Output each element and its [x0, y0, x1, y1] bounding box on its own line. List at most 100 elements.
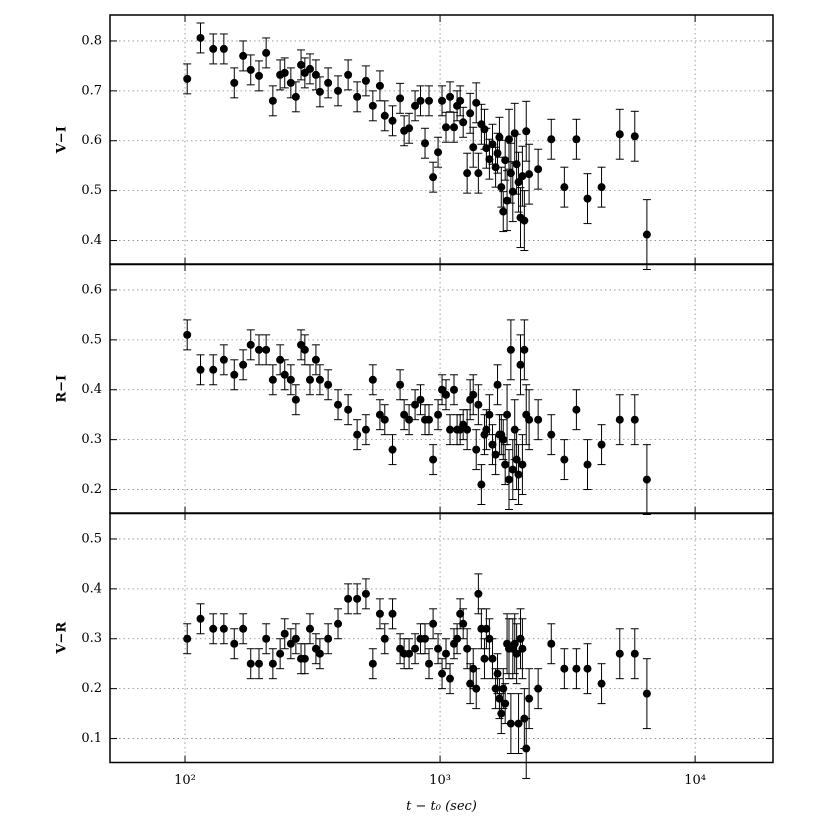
point — [254, 345, 263, 354]
point — [615, 130, 624, 139]
point — [474, 169, 483, 178]
point — [642, 475, 651, 484]
y-tick-label: 0.7 — [81, 83, 102, 98]
point — [512, 649, 521, 658]
point — [512, 160, 521, 169]
point — [472, 684, 481, 693]
point — [482, 144, 491, 153]
point — [474, 589, 483, 598]
point — [368, 659, 377, 668]
point — [518, 460, 527, 469]
point — [466, 109, 475, 118]
point — [522, 744, 531, 753]
point — [499, 207, 508, 216]
y-tick-label: 0.4 — [81, 382, 102, 397]
point — [518, 172, 527, 181]
point — [469, 143, 478, 152]
point — [411, 400, 420, 409]
point — [411, 644, 420, 653]
point — [560, 664, 569, 673]
point — [597, 183, 606, 192]
point — [291, 634, 300, 643]
point — [547, 430, 556, 439]
point — [254, 659, 263, 668]
point — [353, 92, 362, 101]
point — [642, 230, 651, 239]
point — [434, 644, 443, 653]
point — [480, 654, 489, 663]
point — [630, 415, 639, 424]
point — [472, 445, 481, 454]
point — [286, 639, 295, 648]
point — [514, 470, 523, 479]
point — [286, 375, 295, 384]
point — [280, 370, 289, 379]
point — [375, 609, 384, 618]
point — [442, 649, 451, 658]
y-tick-label: 0.5 — [81, 183, 102, 198]
point — [405, 649, 414, 658]
point — [388, 445, 397, 454]
y-tick-label: 0.1 — [81, 731, 102, 746]
point — [525, 415, 534, 424]
point — [429, 173, 438, 182]
point — [534, 165, 543, 174]
point — [305, 375, 314, 384]
point — [246, 659, 255, 668]
point — [583, 460, 592, 469]
point — [276, 649, 285, 658]
point — [429, 619, 438, 628]
point — [380, 634, 389, 643]
point — [501, 156, 510, 165]
point — [405, 124, 414, 133]
point — [344, 594, 353, 603]
point — [219, 624, 228, 633]
point — [534, 684, 543, 693]
point — [209, 624, 218, 633]
point — [286, 78, 295, 87]
point — [493, 380, 502, 389]
point — [268, 659, 277, 668]
point — [520, 216, 529, 225]
y-tick-label: 0.8 — [81, 33, 102, 48]
y-tick-label: 0.3 — [81, 631, 102, 646]
point — [488, 654, 497, 663]
point — [230, 639, 239, 648]
point — [572, 405, 581, 414]
point — [456, 96, 465, 105]
point — [396, 94, 405, 103]
point — [459, 619, 468, 628]
point — [209, 44, 218, 53]
point — [482, 624, 491, 633]
point — [276, 355, 285, 364]
point — [488, 140, 497, 149]
x-tick-label: 10⁴ — [684, 773, 706, 788]
point — [615, 649, 624, 658]
point — [324, 78, 333, 87]
x-axis-label: t − t₀ (sec) — [406, 799, 477, 814]
point — [396, 380, 405, 389]
point — [583, 194, 592, 203]
point — [353, 594, 362, 603]
point — [506, 345, 515, 354]
point — [446, 92, 455, 101]
point — [514, 178, 523, 187]
point — [416, 395, 425, 404]
point — [429, 455, 438, 464]
point — [485, 155, 494, 164]
point — [522, 127, 531, 136]
point — [497, 183, 506, 192]
point — [246, 340, 255, 349]
point — [344, 70, 353, 79]
point — [315, 87, 324, 96]
point — [268, 375, 277, 384]
point — [446, 425, 455, 434]
point — [560, 455, 569, 464]
point — [497, 709, 506, 718]
point — [300, 345, 309, 354]
y-tick-label: 0.2 — [81, 681, 102, 696]
point — [493, 149, 502, 158]
y-tick-label: 0.5 — [81, 531, 102, 546]
point — [534, 415, 543, 424]
point — [183, 330, 192, 339]
